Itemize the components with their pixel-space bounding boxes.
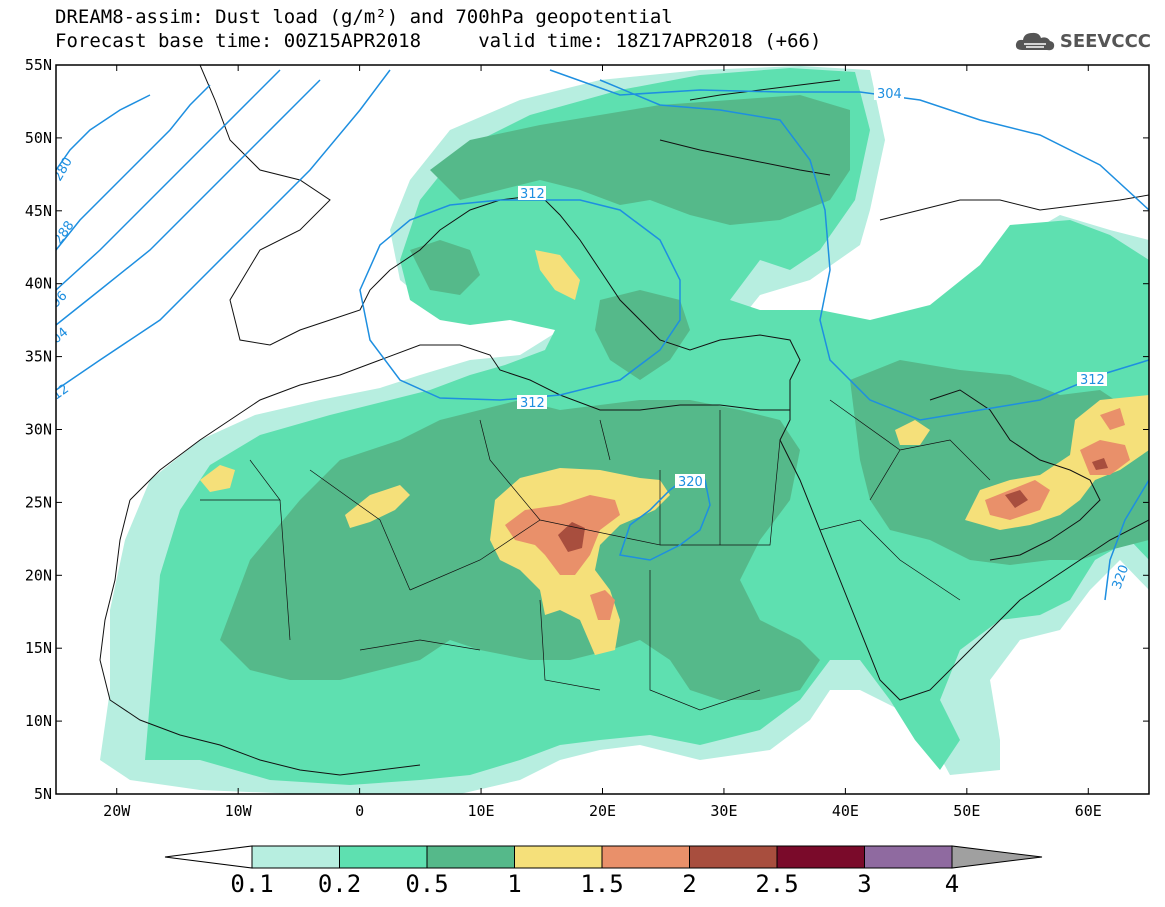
colorbar-segment <box>251 845 340 869</box>
country-borders <box>200 399 991 711</box>
colorbar-segment <box>776 845 865 869</box>
lat-label: 30N <box>25 421 52 439</box>
lon-label: 10W <box>225 802 253 820</box>
lon-label: 20E <box>589 802 616 820</box>
colorbar-segment <box>601 845 690 869</box>
contour-label-bg-312c <box>1077 372 1107 386</box>
colorbar-label: 3 <box>857 870 871 898</box>
contour-label-304: 304 <box>877 87 902 102</box>
contour-label-312a: 312 <box>520 187 545 202</box>
contour-label-bg-312b <box>517 395 547 409</box>
colorbar-label: 0.2 <box>318 870 361 898</box>
map-title: DREAM8-assim: Dust load (g/m²) and 700hP… <box>55 6 673 28</box>
colorbar-segment <box>689 845 778 869</box>
colorbar-label: 0.5 <box>405 870 448 898</box>
colorbar-label: 1.5 <box>580 870 623 898</box>
colorbar: 0.1 0.2 0.5 1 1.5 2 2.5 3 4 <box>164 845 1043 898</box>
colorbar-arrow-right <box>951 845 1043 869</box>
colorbar-label: 4 <box>945 870 959 898</box>
colorbar-label: 2.5 <box>755 870 798 898</box>
colorbar-label: 1 <box>507 870 521 898</box>
lon-label: 40E <box>832 802 859 820</box>
lat-label: 10N <box>25 712 52 730</box>
colorbar-arrow-left <box>164 845 253 869</box>
axis-ticks <box>56 64 1149 795</box>
lat-label: 20N <box>25 566 52 584</box>
colorbar-segment <box>864 845 953 869</box>
lat-label: 25N <box>25 493 52 511</box>
colorbar-segment <box>426 845 515 869</box>
cloud-icon <box>1015 32 1055 51</box>
lat-label: 15N <box>25 639 52 657</box>
latitude-labels: 55N 50N 45N 40N 35N 30N 25N 20N 15N 10N 5N <box>25 56 52 803</box>
lon-label: 10E <box>468 802 495 820</box>
contour-label-320a: 320 <box>678 475 703 490</box>
contour-label-bg-320a <box>675 474 705 488</box>
seevccc-logo: SEEVCCC <box>1014 26 1151 56</box>
logo-text: SEEVCCC <box>1059 30 1151 52</box>
colorbar-segment <box>514 845 603 869</box>
contour-label-bg-304 <box>874 86 904 100</box>
lat-label: 45N <box>25 202 52 220</box>
forecast-time-line: Forecast base time: 00Z15APR2018 valid t… <box>55 30 822 52</box>
lon-label: 0 <box>355 802 364 820</box>
lat-label: 40N <box>25 275 52 293</box>
dust-layer-0.5 <box>220 95 1149 700</box>
lat-label: 50N <box>25 129 52 147</box>
lon-label: 60E <box>1075 802 1102 820</box>
lat-label: 55N <box>25 56 52 74</box>
colorbar-segment <box>339 845 428 869</box>
longitude-labels: 20W 10W 0 10E 20E 30E 40E 50E 60E <box>103 802 1102 820</box>
lon-label: 20W <box>103 802 131 820</box>
colorbar-label: 0.1 <box>230 870 273 898</box>
lon-label: 30E <box>710 802 737 820</box>
geopotential-contours <box>56 69 1149 601</box>
contour-label-312c: 312 <box>1080 373 1105 388</box>
colorbar-label: 2 <box>682 870 696 898</box>
lon-label: 50E <box>953 802 980 820</box>
contour-label-312b: 312 <box>520 396 545 411</box>
contour-label-bg-312a <box>518 186 546 200</box>
lat-label: 35N <box>25 348 52 366</box>
lat-label: 5N <box>34 785 52 803</box>
dust-layer-2 <box>558 458 1108 552</box>
coastlines <box>99 65 1149 776</box>
